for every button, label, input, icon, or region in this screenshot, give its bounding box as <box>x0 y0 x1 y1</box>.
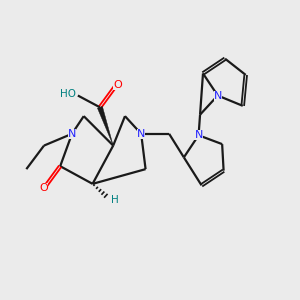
Polygon shape <box>98 106 113 146</box>
Text: HO: HO <box>60 89 76 99</box>
Text: N: N <box>194 130 203 140</box>
Text: H: H <box>111 195 119 205</box>
Text: N: N <box>68 129 76 139</box>
Text: O: O <box>39 183 48 193</box>
Text: N: N <box>214 91 222 100</box>
Text: N: N <box>137 129 146 139</box>
Text: O: O <box>113 80 122 90</box>
